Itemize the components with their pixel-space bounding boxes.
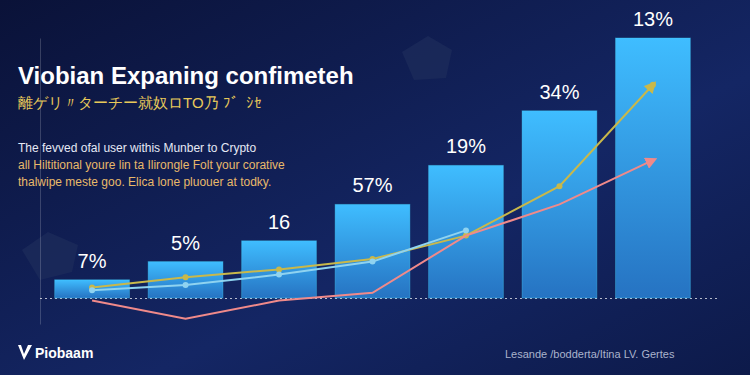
line — [92, 230, 466, 290]
bar — [335, 204, 410, 298]
annotation: 7% — [78, 250, 107, 272]
description: The fevved ofal user withis Munber to Cr… — [18, 141, 256, 155]
point — [183, 274, 189, 280]
description: thalwipe meste goo. Elica lone pluouer a… — [18, 175, 271, 189]
bar — [616, 38, 691, 298]
decoration — [22, 232, 78, 280]
subtitle: 離ゲリ〃ターチー就奴ロTO乃 ﾌ゛ｼｾ — [18, 94, 262, 111]
annotation: 13% — [633, 8, 673, 30]
point — [556, 183, 562, 189]
annotation: 19% — [446, 135, 486, 157]
background — [0, 0, 750, 375]
annotation: 5% — [171, 232, 200, 254]
decoration — [402, 36, 452, 80]
point — [463, 227, 469, 233]
annotation: 34% — [539, 81, 579, 103]
logo: Piobaam — [35, 345, 93, 361]
point — [276, 272, 282, 278]
point — [276, 266, 282, 272]
title: Viobian Expaning confimeteh — [18, 62, 354, 89]
description: all Hiltitional youre lin ta Ilirongle F… — [18, 158, 285, 172]
logo-icon — [18, 345, 32, 360]
annotation: 16 — [268, 211, 290, 233]
chart: 7% 5% 16 57% 19% 34% 13% Viobian Expaning confi… — [0, 0, 750, 375]
point — [650, 82, 656, 88]
footer: Lesande /bodderta/Itina LV. Gertes — [505, 348, 675, 360]
bar — [429, 165, 504, 298]
annotation: 57% — [352, 174, 392, 196]
point — [183, 282, 189, 288]
point — [89, 287, 95, 293]
point — [370, 259, 376, 265]
bar — [242, 241, 317, 298]
